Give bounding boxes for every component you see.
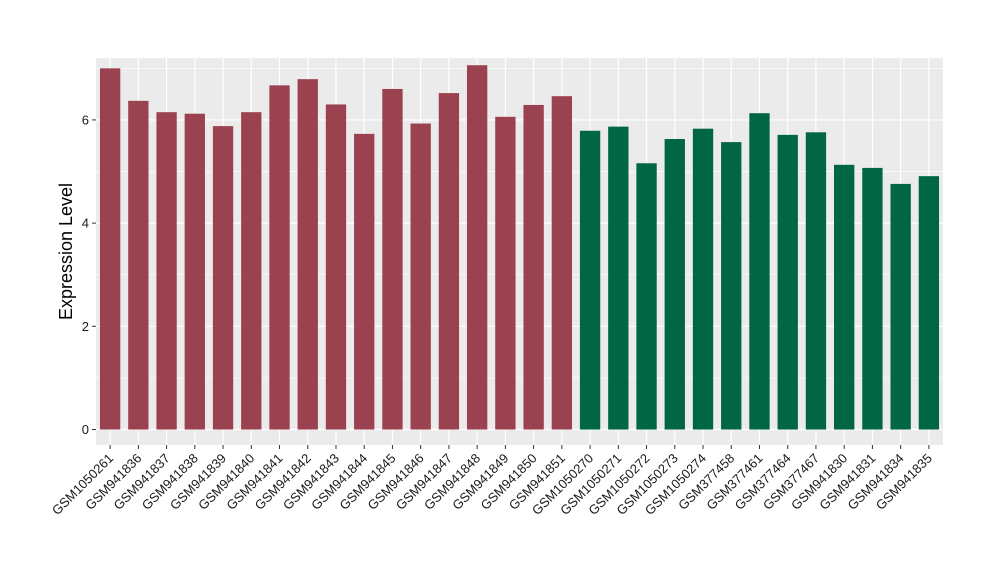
bar: [184, 113, 205, 430]
bar: [382, 88, 403, 430]
bar: [410, 123, 431, 430]
bar: [99, 68, 121, 430]
bar: [551, 96, 573, 430]
bar: [495, 116, 516, 430]
y-tick-label: 6: [82, 112, 89, 127]
bar: [156, 112, 177, 430]
bar: [523, 104, 544, 430]
bar: [608, 126, 629, 430]
bar: [325, 104, 347, 430]
bar: [721, 142, 742, 430]
bar: [890, 183, 911, 430]
bar: [692, 128, 714, 430]
bar: [354, 133, 375, 430]
bars: [99, 65, 940, 430]
bar: [128, 100, 149, 430]
bar: [438, 93, 460, 430]
bar: [664, 139, 685, 430]
plot-panel: [96, 58, 943, 445]
y-tick-label: 2: [82, 319, 89, 334]
bar: [636, 163, 657, 430]
bar: [269, 85, 290, 430]
x-axis: GSM1050261GSM941836GSM941837GSM941838GSM…: [49, 445, 935, 518]
bar: [805, 132, 827, 430]
y-axis-title: Expression Level: [56, 183, 76, 320]
bar: [297, 79, 318, 430]
bar: [466, 65, 488, 430]
bar: [749, 113, 770, 430]
bar: [241, 112, 262, 430]
bar: [777, 134, 798, 430]
bar: [834, 164, 855, 430]
bar: [918, 176, 940, 430]
y-axis: 0 2 4 6: [82, 112, 96, 437]
y-tick-label: 4: [82, 216, 89, 231]
y-tick-label: 0: [82, 422, 89, 437]
bar: [862, 167, 883, 430]
bar: [579, 130, 601, 430]
bar: [212, 126, 234, 430]
